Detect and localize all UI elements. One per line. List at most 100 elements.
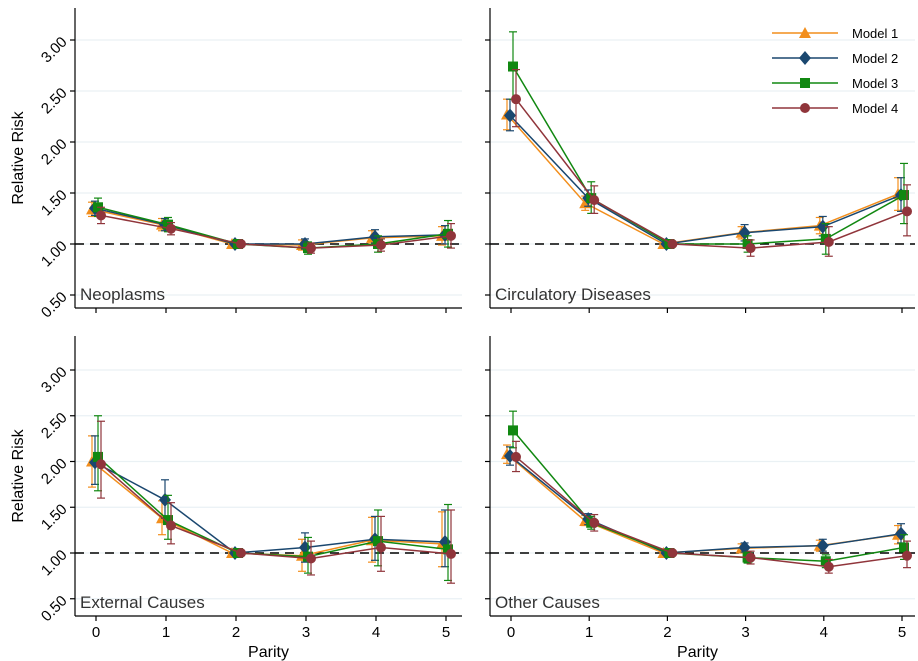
series-model-4 bbox=[511, 68, 912, 257]
data-point bbox=[745, 243, 756, 254]
data-point bbox=[373, 536, 383, 547]
legend-marker bbox=[800, 78, 810, 88]
y-axis-label: Relative Risk bbox=[10, 428, 27, 522]
data-point bbox=[163, 219, 173, 230]
data-point bbox=[376, 542, 386, 553]
data-point bbox=[742, 239, 753, 249]
data-point bbox=[508, 425, 518, 436]
data-point bbox=[667, 548, 678, 558]
x-tick-label: 0 bbox=[507, 624, 515, 641]
series-model-1 bbox=[501, 98, 904, 249]
series-line bbox=[509, 114, 902, 245]
data-point bbox=[446, 230, 456, 241]
x-tick-label: 3 bbox=[302, 624, 310, 641]
y-tick-label: 1.00 bbox=[38, 547, 71, 580]
x-tick-label: 2 bbox=[663, 624, 671, 641]
series-line bbox=[512, 66, 905, 245]
y-tick-label: 1.50 bbox=[38, 187, 71, 220]
y-tick-label: 2.50 bbox=[38, 85, 71, 118]
data-point bbox=[899, 542, 909, 553]
legend-label: Model 1 bbox=[852, 26, 898, 41]
data-point bbox=[667, 239, 678, 249]
x-axis-label: Parity bbox=[248, 644, 289, 661]
data-point bbox=[446, 548, 456, 559]
data-point bbox=[511, 94, 521, 105]
y-tick-label: 1.00 bbox=[38, 238, 71, 271]
data-point bbox=[823, 236, 834, 247]
data-point bbox=[902, 206, 912, 217]
data-point bbox=[504, 108, 516, 123]
data-point bbox=[511, 451, 521, 462]
x-tick-label: 2 bbox=[232, 624, 240, 641]
data-point bbox=[236, 548, 246, 558]
data-point bbox=[589, 517, 600, 528]
y-tick-label: 3.00 bbox=[38, 34, 71, 67]
series-line bbox=[100, 463, 452, 560]
legend-marker bbox=[799, 27, 811, 38]
panel-external-causes: 0.50 1.00 1.50 2.00 2.50 3.00 0 1 2 3 4 5 Relative R… bbox=[10, 336, 462, 661]
x-tick-label: 4 bbox=[372, 624, 380, 641]
data-point bbox=[93, 451, 103, 462]
x-tick-label: 5 bbox=[898, 624, 906, 641]
y-tick-label: 2.50 bbox=[38, 409, 71, 442]
panel-label: Other Causes bbox=[495, 593, 600, 612]
series-line bbox=[506, 453, 899, 554]
legend-marker bbox=[800, 103, 810, 113]
data-point bbox=[508, 61, 518, 72]
series-model-3 bbox=[508, 31, 909, 255]
series-model-3 bbox=[508, 410, 909, 569]
series-line bbox=[91, 208, 443, 246]
data-point bbox=[96, 459, 106, 470]
panel-label: Circulatory Diseases bbox=[495, 285, 651, 304]
panel-label: External Causes bbox=[80, 593, 205, 612]
data-point bbox=[902, 550, 912, 561]
x-tick-label: 0 bbox=[92, 624, 100, 641]
data-point bbox=[166, 520, 176, 531]
legend-label: Model 3 bbox=[852, 76, 898, 91]
series-line bbox=[515, 456, 908, 568]
panel-neoplasms: 0.50 1.00 1.50 2.00 2.50 3.00 Relative Risk Neo… bbox=[10, 8, 462, 321]
panel-label: Neoplasms bbox=[80, 285, 165, 304]
x-tick-label: 1 bbox=[585, 624, 593, 641]
series-model-2 bbox=[504, 98, 907, 251]
x-tick-label: 3 bbox=[741, 624, 749, 641]
panel-circulatory-diseases: Circulatory Diseases bbox=[485, 8, 915, 313]
x-tick-label: 5 bbox=[442, 624, 450, 641]
y-tick-label: 0.50 bbox=[38, 289, 71, 322]
data-point bbox=[589, 195, 600, 206]
legend-label: Model 4 bbox=[852, 101, 898, 116]
series-line bbox=[94, 461, 446, 554]
series-line bbox=[100, 214, 452, 249]
x-axis-label: Parity bbox=[677, 644, 718, 661]
data-point bbox=[166, 223, 176, 234]
panel-other-causes: 0 1 2 3 4 5 Parity Other Causes bbox=[485, 336, 915, 661]
y-tick-label: 2.00 bbox=[38, 455, 71, 488]
y-tick-label: 1.50 bbox=[38, 501, 71, 534]
data-point bbox=[306, 553, 316, 564]
series-model-4 bbox=[96, 420, 456, 584]
series-line bbox=[97, 206, 449, 249]
data-point bbox=[820, 556, 831, 567]
series-line bbox=[94, 207, 446, 245]
data-point bbox=[236, 239, 246, 249]
series-line bbox=[91, 460, 443, 557]
data-point bbox=[96, 210, 106, 221]
data-point bbox=[816, 538, 829, 553]
data-point bbox=[899, 190, 909, 201]
y-tick-label: 3.00 bbox=[38, 364, 71, 397]
data-point bbox=[163, 515, 173, 526]
data-point bbox=[823, 561, 834, 572]
series-model-4 bbox=[511, 440, 912, 574]
data-point bbox=[443, 544, 453, 555]
legend: Model 1 Model 2 Model 3 Model 4 bbox=[772, 26, 898, 116]
series-line bbox=[509, 455, 902, 554]
series-model-4 bbox=[96, 206, 456, 254]
y-tick-label: 2.00 bbox=[38, 136, 71, 169]
y-axis-label: Relative Risk bbox=[10, 110, 27, 204]
legend-label: Model 2 bbox=[852, 51, 898, 66]
data-point bbox=[745, 552, 756, 563]
y-tick-label: 0.50 bbox=[38, 592, 71, 625]
x-tick-label: 4 bbox=[820, 624, 828, 641]
series-line bbox=[515, 98, 908, 249]
